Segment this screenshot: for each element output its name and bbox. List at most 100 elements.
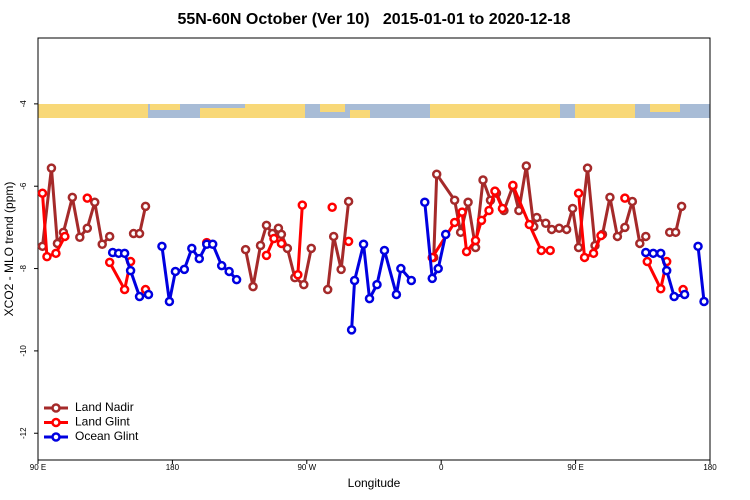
data-point [620,193,630,203]
data-point [349,275,360,286]
legend-marker [51,417,61,428]
y-tick-label: -4 [19,100,28,108]
data-point [655,283,666,294]
data-point [322,284,333,295]
data-point [545,245,555,256]
data-point [207,239,218,250]
map-band [38,104,710,118]
data-point [536,245,547,256]
data-point [669,291,679,302]
data-point [427,273,437,284]
x-tick-label: 90 E [567,463,583,472]
data-point [179,264,190,275]
data-point [104,257,115,268]
y-tick-label: -10 [19,345,28,357]
data-point [134,291,145,302]
data-point [463,197,473,208]
data-point [276,238,287,249]
data-point [406,275,417,286]
data-point [457,207,467,217]
data-point [440,229,451,240]
data-point [476,215,487,226]
data-point [567,203,578,214]
y-tick-label: -6 [19,182,28,190]
data-point [641,231,651,242]
data-point [276,229,287,240]
data-point [588,248,599,259]
data-point [546,224,557,235]
data-point [478,175,488,185]
data-point [104,231,115,242]
data-point [364,293,375,304]
chart-title: 55N-60N October (Ver 10) 2015-01-01 to 2… [177,11,570,28]
data-point [224,266,234,277]
data-point [648,248,659,259]
legend-label: Land Nadir [75,400,134,414]
legend-marker [51,432,61,442]
data-point [346,325,357,335]
data-point [379,245,390,256]
data-point [46,163,57,173]
data-point [655,248,666,259]
data-point [372,279,382,290]
data-point [612,231,623,242]
data-point [497,203,508,214]
data-point [282,243,293,254]
data-point [490,186,500,196]
data-point [635,238,645,249]
data-point [358,239,369,250]
data-point [420,197,430,208]
data-point [51,248,61,259]
data-point [391,289,402,300]
series-line [40,165,684,290]
data-point [297,200,308,210]
data-point [699,296,709,307]
legend-label: Ocean Glint [75,429,139,443]
data-point [579,252,590,263]
data-point [170,266,181,277]
y-axis-label: XCO2 - MLO trend (ppm) [2,182,16,317]
data-point [37,188,48,198]
data-point [484,205,494,216]
legend-label: Land Glint [75,415,130,429]
data-point [143,289,154,300]
data-point [269,233,279,244]
data-point [554,223,564,233]
data-point [89,197,100,208]
data-point [82,193,93,203]
data-point [327,202,337,212]
data-point [37,241,48,252]
data-point [449,195,460,205]
data-point [240,244,251,255]
data-point [641,247,651,258]
data-point [679,289,690,300]
data-point [299,279,309,290]
data-point [620,222,630,233]
data-point [255,240,266,251]
x-tick-label: 180 [166,463,180,472]
x-axis-label: Longitude [348,476,401,490]
data-point [336,264,346,275]
data-point [119,248,130,259]
data-point [231,274,242,285]
x-tick-label: 90 E [30,463,46,472]
data-point [670,227,681,238]
data-point [693,241,703,252]
data-point [157,241,167,252]
data-point [596,230,606,241]
data-point [261,220,272,231]
data-point [431,169,442,180]
plot-frame [37,37,711,461]
data-point [343,196,354,207]
data-point [164,296,175,307]
x-tick-label: 180 [703,463,717,472]
data-point [67,192,78,203]
data-point [661,265,672,276]
data-point [261,250,272,261]
data-point [125,265,136,276]
data-point [60,231,70,242]
data-point [540,218,551,229]
data-point [627,196,638,207]
data-point [216,260,227,271]
